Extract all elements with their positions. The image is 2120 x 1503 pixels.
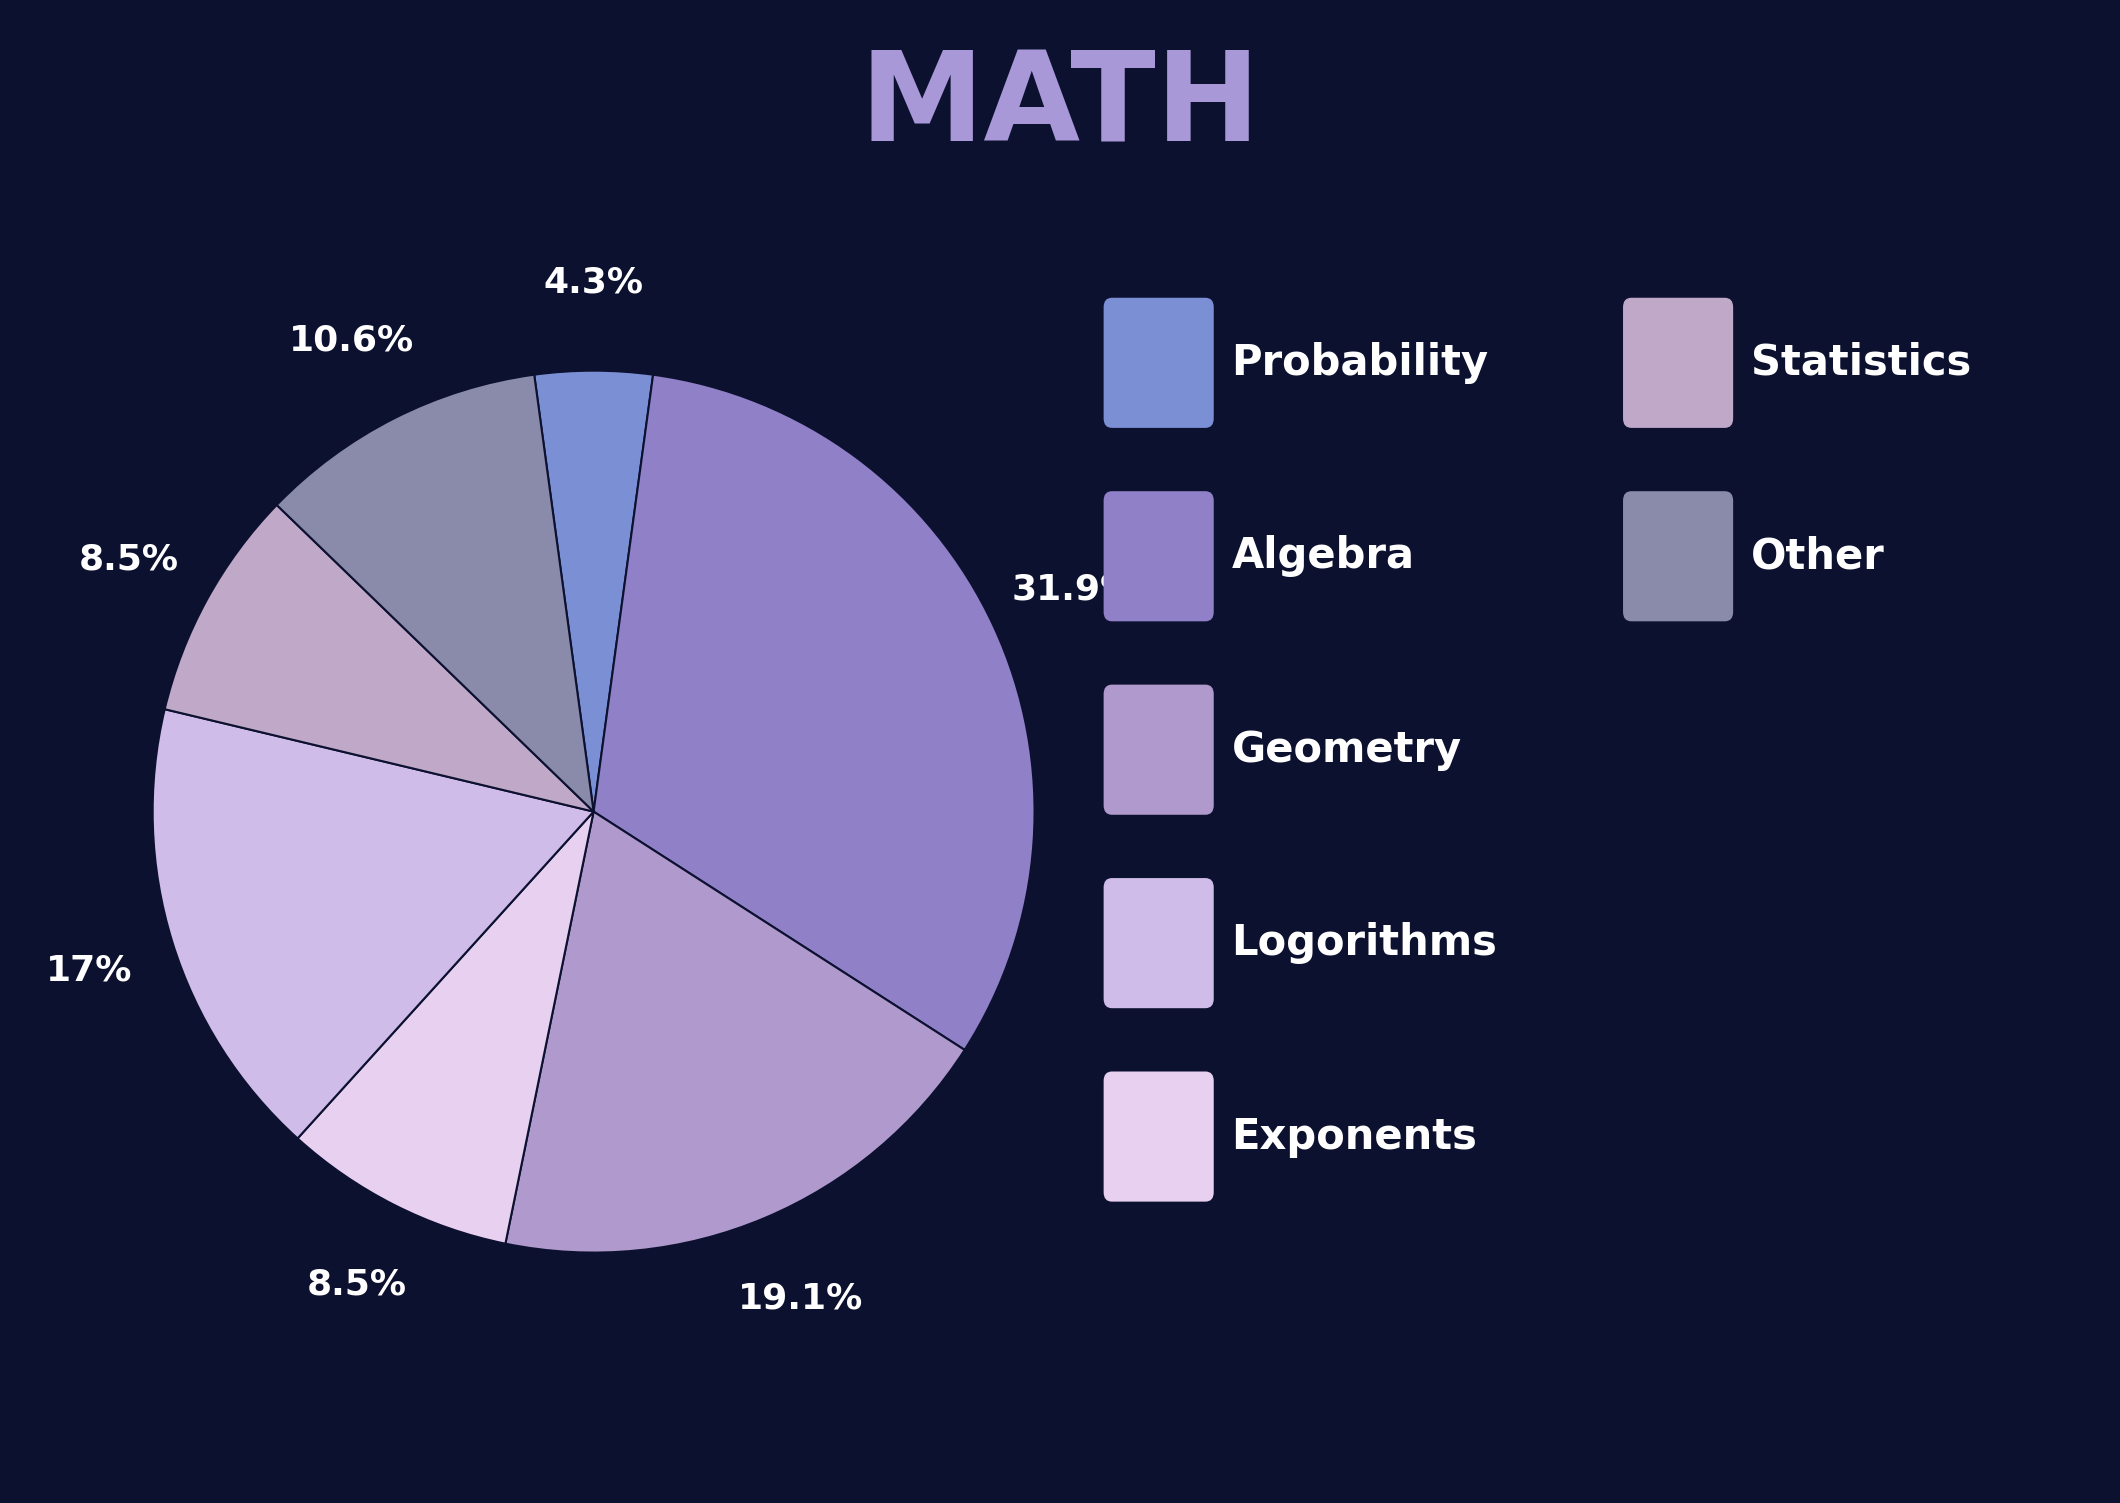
FancyBboxPatch shape: [1624, 298, 1734, 428]
Text: 4.3%: 4.3%: [543, 266, 644, 299]
Wedge shape: [278, 374, 594, 812]
Wedge shape: [594, 374, 1035, 1051]
Text: Logorithms: Logorithms: [1232, 923, 1497, 963]
Text: 10.6%: 10.6%: [288, 325, 413, 358]
Wedge shape: [297, 812, 594, 1243]
Text: 8.5%: 8.5%: [78, 543, 178, 577]
Text: Other: Other: [1751, 535, 1885, 577]
Wedge shape: [505, 812, 965, 1252]
Text: Geometry: Geometry: [1232, 729, 1461, 771]
Text: Probability: Probability: [1232, 341, 1488, 383]
Text: 17%: 17%: [47, 953, 131, 987]
Text: Exponents: Exponents: [1232, 1115, 1478, 1157]
FancyBboxPatch shape: [1105, 491, 1215, 621]
Wedge shape: [534, 371, 653, 812]
FancyBboxPatch shape: [1105, 685, 1215, 815]
Text: 8.5%: 8.5%: [305, 1267, 407, 1302]
Text: Statistics: Statistics: [1751, 341, 1972, 383]
Text: MATH: MATH: [859, 47, 1261, 168]
Wedge shape: [165, 505, 594, 812]
Text: 31.9%: 31.9%: [1011, 573, 1136, 606]
Wedge shape: [153, 709, 594, 1138]
FancyBboxPatch shape: [1624, 491, 1734, 621]
Text: Algebra: Algebra: [1232, 535, 1414, 577]
Text: 19.1%: 19.1%: [738, 1282, 863, 1315]
FancyBboxPatch shape: [1105, 298, 1215, 428]
FancyBboxPatch shape: [1105, 878, 1215, 1009]
FancyBboxPatch shape: [1105, 1072, 1215, 1201]
